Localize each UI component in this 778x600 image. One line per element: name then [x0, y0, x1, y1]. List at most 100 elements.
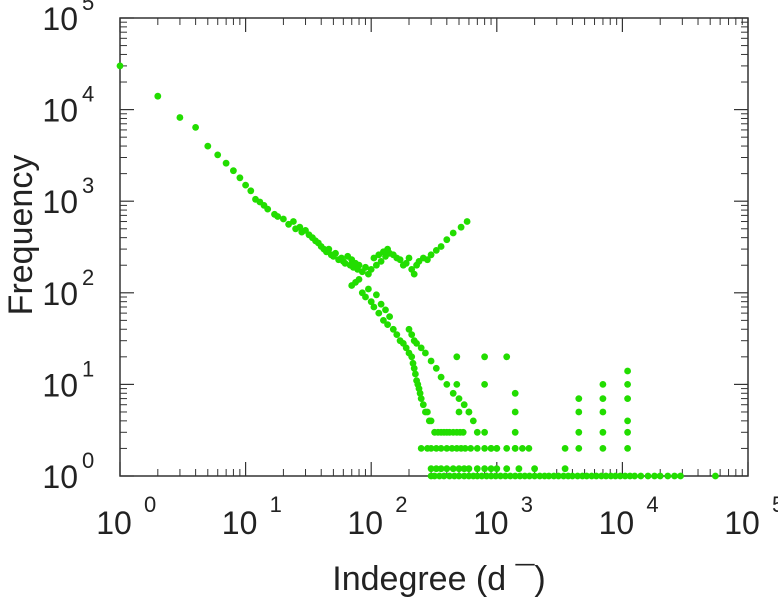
data-point: [561, 465, 569, 473]
data-point: [192, 124, 200, 131]
data-point: [637, 472, 645, 480]
y-tick-exponent: 0: [82, 448, 94, 473]
data-point: [402, 344, 410, 352]
y-tick-label: 10: [42, 459, 78, 495]
data-point: [526, 472, 533, 480]
data-point: [503, 445, 511, 452]
data-point: [417, 445, 425, 452]
data-point: [511, 472, 519, 480]
data-point: [367, 266, 375, 273]
data-point: [176, 114, 184, 121]
data-point: [437, 445, 445, 452]
data-point: [431, 472, 438, 480]
data-point: [222, 159, 230, 167]
data-point: [247, 187, 255, 195]
data-point: [515, 465, 523, 473]
data-point: [465, 408, 473, 416]
data-point: [443, 381, 451, 388]
data-point: [469, 417, 477, 425]
data-point: [492, 472, 500, 480]
y-tick-exponent: 2: [82, 265, 94, 290]
data-point: [432, 247, 440, 254]
data-points: [116, 62, 719, 480]
data-point: [481, 428, 488, 436]
y-tick-exponent: 5: [82, 0, 94, 15]
data-point: [481, 445, 488, 452]
data-point: [424, 256, 431, 264]
data-point: [487, 465, 495, 473]
data-point: [481, 465, 488, 473]
data-point: [478, 472, 486, 480]
data-point: [465, 465, 473, 473]
data-point: [204, 142, 212, 150]
data-point: [503, 353, 511, 361]
data-point: [116, 62, 124, 70]
y-tick-label: 10: [42, 276, 78, 312]
data-point: [602, 472, 610, 480]
data-point: [545, 472, 553, 480]
data-point: [355, 261, 363, 269]
data-point: [461, 445, 469, 452]
data-point: [446, 472, 453, 480]
y-tick-label: 10: [42, 1, 78, 37]
y-tick-label: 10: [42, 93, 78, 129]
data-point: [575, 428, 583, 436]
data-point: [575, 445, 583, 452]
data-point: [370, 254, 378, 262]
data-point: [525, 445, 533, 452]
data-point: [332, 249, 339, 257]
data-point: [455, 465, 463, 473]
data-point: [412, 370, 419, 378]
data-point: [396, 256, 404, 264]
data-point: [561, 445, 569, 452]
data-point: [467, 445, 475, 452]
data-point: [612, 472, 619, 480]
data-point: [624, 417, 631, 425]
data-point: [624, 395, 631, 402]
x-tick-label: 10: [222, 505, 258, 541]
data-point: [362, 293, 369, 301]
y-tick-label: 10: [42, 367, 78, 403]
data-point: [393, 331, 401, 338]
data-point: [493, 445, 501, 452]
data-point: [419, 401, 427, 409]
data-point: [592, 472, 600, 480]
y-tick-label: 10: [42, 184, 78, 220]
data-point: [405, 254, 413, 262]
data-point: [367, 298, 375, 306]
data-point: [644, 472, 652, 480]
data-point: [242, 181, 250, 189]
data-point: [599, 408, 607, 416]
x-tick-exponent: 1: [270, 492, 282, 517]
y-tick-exponent: 3: [82, 173, 94, 198]
data-point: [493, 465, 501, 473]
data-point: [443, 465, 451, 473]
data-point: [463, 218, 471, 225]
data-point: [624, 445, 631, 452]
data-point: [427, 465, 435, 473]
x-tick-labels: 10 0 10 1 10 2 10 3 10 4 10 5: [96, 492, 778, 541]
data-point: [416, 389, 424, 397]
data-point: [569, 472, 576, 480]
data-point: [437, 373, 445, 381]
data-point: [325, 245, 333, 253]
data-point: [460, 465, 468, 473]
data-point: [712, 472, 719, 480]
data-point: [449, 229, 457, 237]
data-point: [457, 223, 465, 231]
data-point: [583, 472, 591, 480]
data-point: [455, 395, 463, 402]
data-point: [519, 445, 526, 452]
data-point: [621, 472, 629, 480]
data-point: [453, 381, 461, 388]
data-point: [384, 321, 391, 328]
data-point: [274, 213, 282, 220]
data-point: [427, 417, 435, 425]
x-tick-label: 10: [724, 505, 760, 541]
data-point: [531, 465, 538, 473]
data-point: [575, 408, 583, 416]
y-tick-exponent: 4: [82, 82, 94, 107]
minor-ticks: [120, 18, 748, 476]
plot-area: [116, 17, 749, 480]
data-point: [437, 243, 445, 250]
